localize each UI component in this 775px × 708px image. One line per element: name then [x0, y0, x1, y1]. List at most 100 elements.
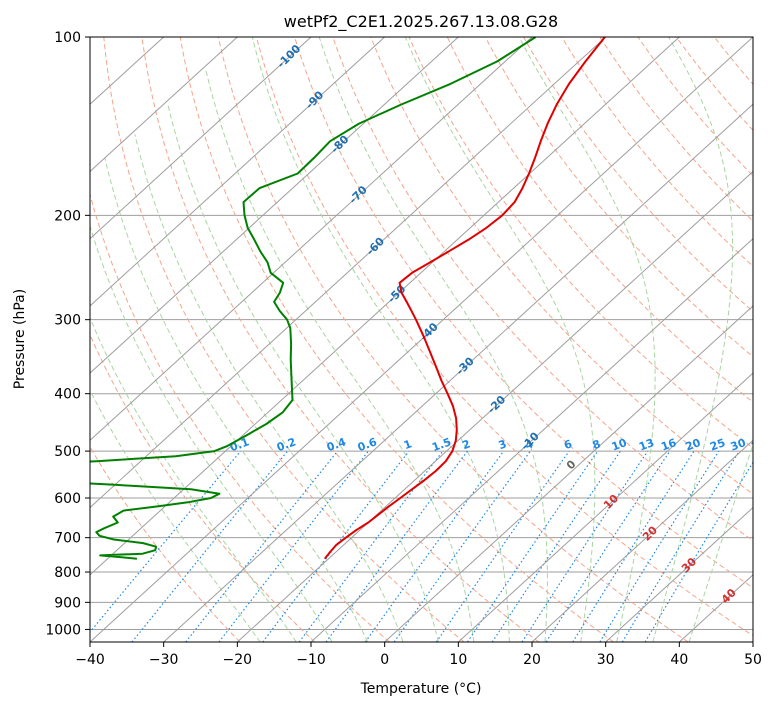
moist-adiabat-line [90, 389, 261, 642]
mixing-ratio-line [185, 450, 339, 642]
mixing-ratio-label: 8 [591, 437, 603, 452]
x-tick-label: 40 [670, 652, 688, 668]
mixing-ratio-line [545, 450, 671, 642]
moist-adiabat-line [251, 37, 510, 642]
y-tick-label: 100 [54, 30, 81, 46]
isotherm-label: -100 [275, 42, 304, 71]
dry-adiabat-line [446, 37, 753, 403]
y-tick-label: 800 [54, 565, 81, 581]
dry-adiabat-line [179, 37, 614, 642]
y-tick-label: 600 [54, 491, 81, 507]
isotherm-line [90, 37, 753, 642]
dry-adiabat-line [714, 37, 753, 85]
x-tick-label: −40 [75, 652, 105, 668]
x-tick-label: 20 [523, 652, 541, 668]
y-axis-title: Pressure (hPa) [12, 289, 28, 389]
moist-adiabat-line [104, 157, 369, 642]
isotherm-line [90, 37, 459, 374]
moist-adiabat-line [167, 104, 439, 642]
isotherm-line [531, 439, 753, 642]
mixing-ratio-label: 1.5 [430, 435, 453, 454]
dry-adiabat-line [294, 37, 753, 589]
background-lines [90, 37, 753, 642]
moist-adiabat-line [688, 442, 753, 642]
mixing-ratio-label: 0.1 [228, 435, 251, 454]
dry-adiabat-line [90, 333, 316, 642]
mixing-ratio-line [218, 450, 369, 642]
dry-adiabat-line [523, 37, 753, 313]
x-tick-label: 50 [744, 652, 762, 668]
moist-adiabat-line [318, 37, 548, 642]
isotherm-line [90, 37, 607, 509]
isotherm-line [384, 305, 753, 642]
x-axis-title: Temperature (°C) [360, 681, 482, 697]
moist-adiabat-line [205, 70, 475, 642]
dry-adiabat-line [103, 37, 465, 642]
temperature-line [324, 37, 606, 560]
mixing-ratio-line [131, 450, 289, 642]
y-tick-label: 700 [54, 531, 81, 547]
mixing-ratio-line [644, 461, 753, 642]
moist-adiabat-line [518, 37, 656, 642]
mixing-ratio-label: 4 [523, 437, 535, 452]
dry-adiabat-line [217, 37, 689, 642]
mixing-ratio-label: 20 [684, 436, 703, 454]
y-tick-label: 1000 [45, 622, 81, 638]
y-tick-label: 500 [54, 444, 81, 460]
mixing-ratio-line [572, 450, 695, 642]
dry-adiabat-line [332, 37, 753, 542]
plot-frame [89, 36, 754, 643]
isotherm-line [90, 37, 386, 307]
y-tick-label: 900 [54, 595, 81, 611]
dry-adiabat-line [90, 192, 390, 642]
mixing-ratio-label: 13 [637, 436, 656, 453]
isotherm-line [90, 37, 312, 240]
chart-title: wetPf2_C2E1.2025.267.13.08.G28 [284, 12, 558, 32]
isotherm-line [752, 641, 753, 642]
isotherm-line [457, 372, 753, 642]
mixing-ratio-label: 30 [729, 436, 748, 454]
isotherm-line [163, 103, 753, 642]
dry-adiabat-line [599, 37, 753, 222]
dry-adiabat-line [256, 37, 753, 637]
dry-adiabat-line [370, 37, 753, 495]
isotherm-line [605, 506, 753, 642]
x-tick-label: 10 [449, 652, 467, 668]
x-tick-label: −10 [296, 652, 326, 668]
dry-adiabat-line [484, 37, 753, 358]
x-tick-label: 30 [597, 652, 615, 668]
mixing-ratio-label: 1 [402, 437, 414, 452]
mixing-ratio-line [262, 450, 410, 642]
dry-adiabat-line [675, 37, 753, 131]
isotherm-line [310, 237, 753, 642]
x-axis: −40 −30 −20 −10 0 10 20 30 40 50 [75, 642, 762, 668]
isotherm-line [90, 37, 680, 576]
mixing-ratio-line [325, 450, 468, 642]
y-tick-label: 400 [54, 387, 81, 403]
x-tick-label: −20 [223, 652, 253, 668]
moist-adiabat-line [90, 224, 333, 642]
mixing-ratio-line [521, 450, 649, 642]
mixing-ratio-line [621, 450, 740, 642]
profile-series [90, 37, 606, 560]
mixing-ratio-line [364, 450, 505, 642]
y-axis: 100 200 300 400 500 600 700 800 900 1000 [45, 30, 90, 638]
y-tick-label: 200 [54, 208, 81, 224]
isotherm-line [90, 37, 238, 173]
moist-adiabat-line [652, 37, 734, 642]
y-tick-label: 300 [54, 313, 81, 329]
mixing-ratio-label: 0.2 [275, 435, 298, 454]
mixing-ratio-label: 16 [659, 436, 678, 454]
dry-adiabat-line [637, 37, 753, 177]
x-tick-label: 0 [380, 652, 389, 668]
dewpoint-line [90, 37, 537, 560]
mixing-ratio-label: 0.4 [325, 435, 348, 454]
dry-adiabat-line [141, 37, 540, 642]
moist-adiabat-line [90, 316, 297, 642]
mixing-ratio-label: 36 [749, 436, 768, 454]
dry-adiabat-line [752, 37, 753, 39]
mixing-ratio-line [393, 450, 531, 642]
dry-adiabat-line [90, 445, 241, 642]
x-tick-label: −30 [149, 652, 179, 668]
